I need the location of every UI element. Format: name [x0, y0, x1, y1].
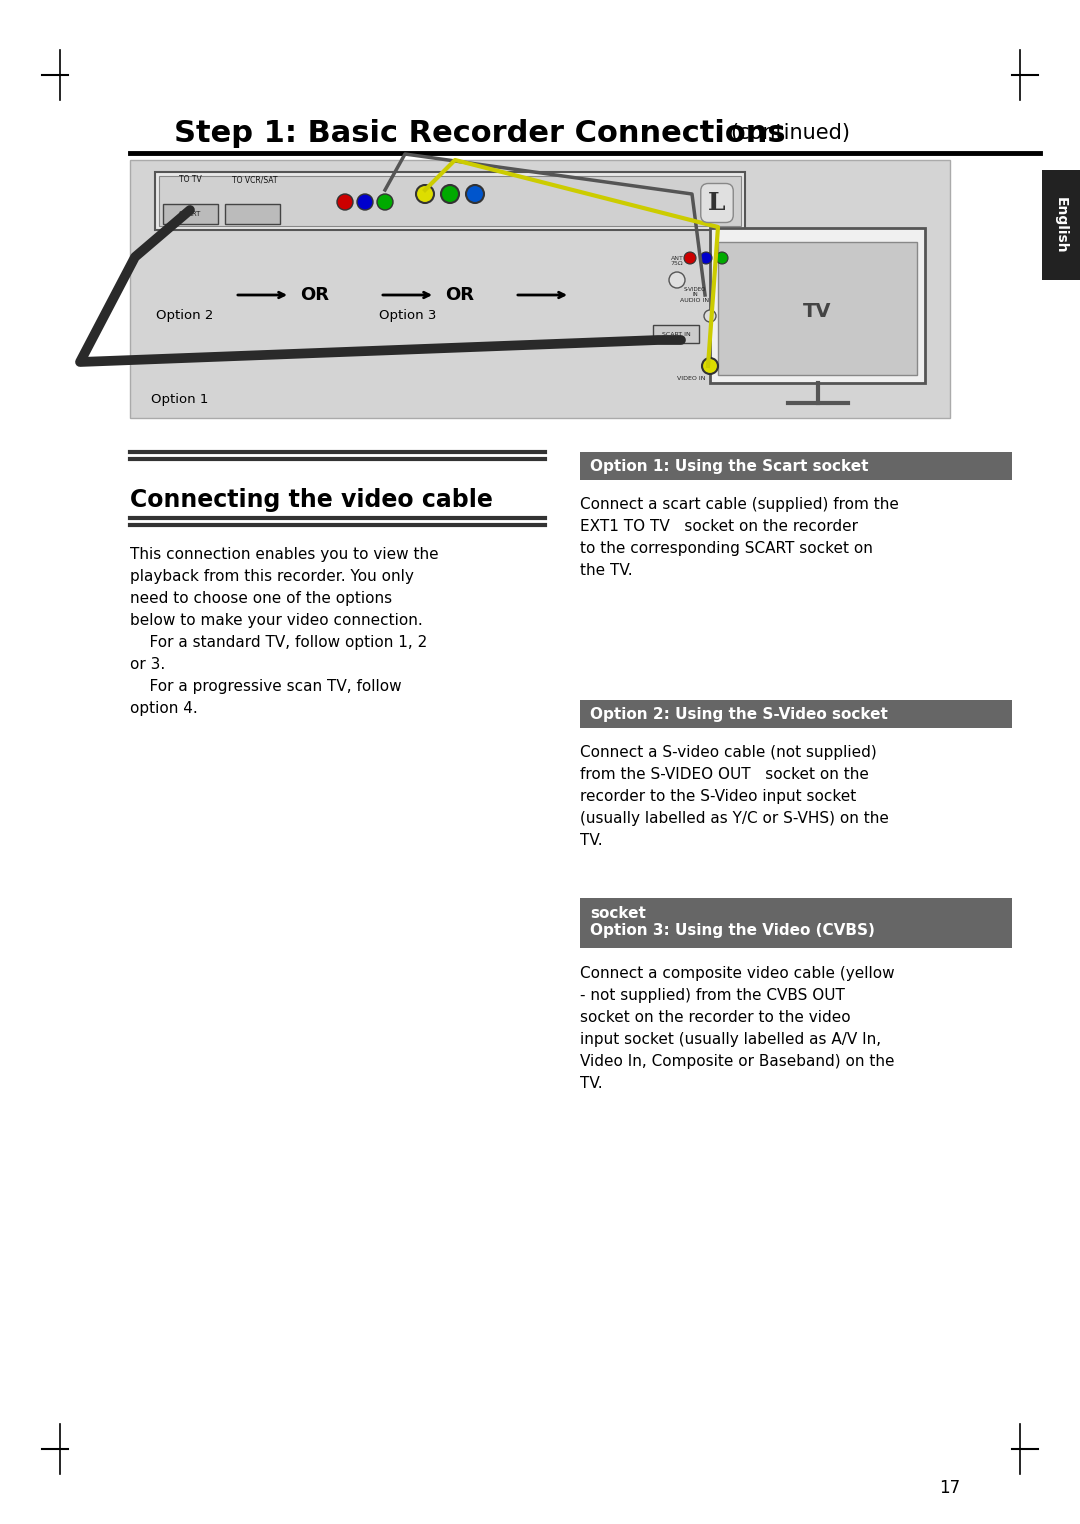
Text: (continued): (continued) [730, 123, 850, 143]
Circle shape [357, 194, 373, 210]
Bar [156, 172, 745, 230]
Circle shape [416, 184, 434, 203]
Text: English: English [1054, 197, 1068, 253]
Text: Connecting the video cable: Connecting the video cable [130, 488, 492, 512]
Text: AUDIO IN: AUDIO IN [680, 297, 710, 302]
Bar [580, 898, 1012, 948]
Text: input socket (usually labelled as A/V In,: input socket (usually labelled as A/V In… [580, 1032, 881, 1047]
Text: recorder to the S-Video input socket: recorder to the S-Video input socket [580, 789, 856, 805]
Text: (usually labelled as Y/C or S-VHS) on the: (usually labelled as Y/C or S-VHS) on th… [580, 811, 889, 826]
Text: Option 1: Using the Scart socket: Option 1: Using the Scart socket [590, 459, 868, 474]
Text: - not supplied) from the CVBS OUT: - not supplied) from the CVBS OUT [580, 988, 845, 1003]
Text: This connection enables you to view the: This connection enables you to view the [130, 547, 438, 562]
Text: playback from this recorder. You only: playback from this recorder. You only [130, 568, 414, 584]
Text: TV.: TV. [580, 834, 603, 847]
Text: OR: OR [446, 287, 474, 303]
Circle shape [669, 271, 685, 288]
Circle shape [704, 309, 716, 322]
Circle shape [337, 194, 353, 210]
Text: VIDEO IN: VIDEO IN [677, 375, 705, 381]
Text: ANT
75Ω: ANT 75Ω [671, 256, 684, 267]
Text: SCART IN: SCART IN [662, 332, 690, 337]
Text: TO TV: TO TV [178, 175, 201, 184]
Text: the TV.: the TV. [580, 562, 633, 578]
Text: For a progressive scan TV, follow: For a progressive scan TV, follow [130, 680, 402, 693]
Text: from the S-VIDEO OUT   socket on the: from the S-VIDEO OUT socket on the [580, 767, 869, 782]
Bar [580, 700, 1012, 728]
Text: TV.: TV. [580, 1076, 603, 1091]
Text: For a standard TV, follow option 1, 2: For a standard TV, follow option 1, 2 [130, 636, 428, 651]
Text: SCART: SCART [179, 210, 201, 216]
Text: Connect a composite video cable (yellow: Connect a composite video cable (yellow [580, 966, 894, 981]
Bar [163, 204, 218, 224]
Circle shape [684, 251, 696, 264]
Text: EXT1 TO TV   socket on the recorder: EXT1 TO TV socket on the recorder [580, 520, 858, 533]
Text: socket: socket [590, 905, 646, 920]
Text: Option 3: Using the Video (CVBS): Option 3: Using the Video (CVBS) [590, 924, 875, 939]
Text: need to choose one of the options: need to choose one of the options [130, 591, 392, 607]
Bar [130, 160, 950, 418]
Circle shape [716, 251, 728, 264]
Text: 17: 17 [940, 1478, 960, 1497]
Text: OR: OR [300, 287, 329, 303]
Text: Video In, Composite or Baseband) on the: Video In, Composite or Baseband) on the [580, 1055, 894, 1068]
Bar [653, 325, 699, 343]
FancyBboxPatch shape [1042, 171, 1080, 280]
Text: Option 3: Option 3 [379, 308, 436, 322]
Text: S-VIDEO
IN: S-VIDEO IN [684, 287, 706, 297]
Circle shape [441, 184, 459, 203]
Text: TO VCR/SAT: TO VCR/SAT [232, 175, 278, 184]
Bar [159, 175, 741, 226]
Text: Step 1: Basic Recorder Connections: Step 1: Basic Recorder Connections [174, 119, 786, 148]
Text: option 4.: option 4. [130, 701, 198, 716]
Bar [580, 453, 1012, 480]
Bar [710, 229, 924, 383]
Text: Option 1: Option 1 [151, 393, 208, 407]
Text: Connect a scart cable (supplied) from the: Connect a scart cable (supplied) from th… [580, 497, 899, 512]
Text: below to make your video connection.: below to make your video connection. [130, 613, 422, 628]
Bar [718, 242, 917, 375]
Bar [225, 204, 280, 224]
Circle shape [465, 184, 484, 203]
Text: or 3.: or 3. [130, 657, 165, 672]
Circle shape [700, 251, 712, 264]
Text: L: L [708, 190, 726, 215]
Text: to the corresponding SCART socket on: to the corresponding SCART socket on [580, 541, 873, 556]
Circle shape [377, 194, 393, 210]
Text: TV: TV [804, 302, 832, 322]
Text: Option 2: Using the S-Video socket: Option 2: Using the S-Video socket [590, 707, 888, 721]
Text: socket on the recorder to the video: socket on the recorder to the video [580, 1010, 851, 1026]
Circle shape [702, 358, 718, 373]
Text: Connect a S-video cable (not supplied): Connect a S-video cable (not supplied) [580, 745, 877, 760]
Text: Option 2: Option 2 [157, 308, 214, 322]
